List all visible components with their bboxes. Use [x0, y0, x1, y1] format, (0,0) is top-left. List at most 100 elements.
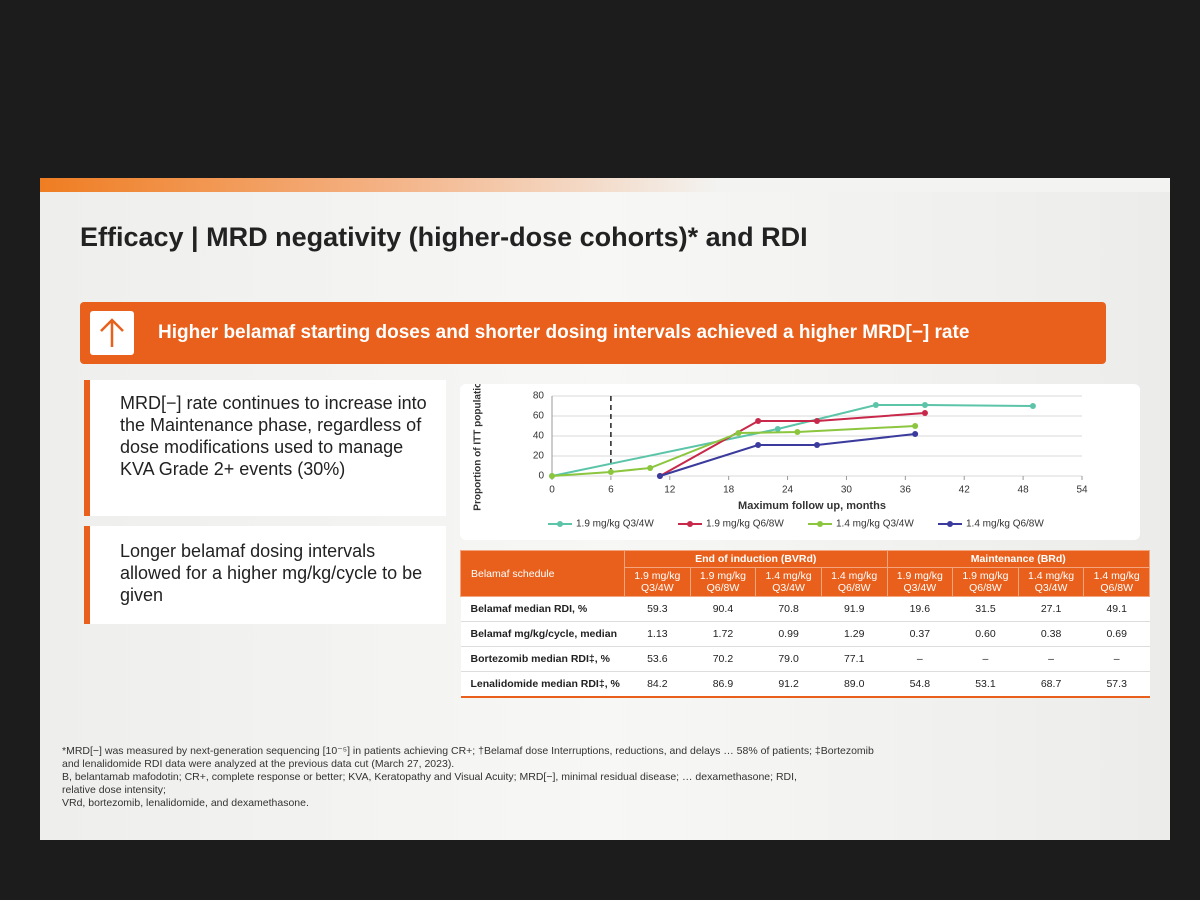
cell: – [952, 646, 1019, 672]
group-header: Maintenance (BRd) [886, 550, 1150, 568]
point [755, 442, 762, 448]
column-header: 1.4 mg/kg Q3/4W [1017, 567, 1085, 597]
y-tick-label: 40 [533, 431, 545, 442]
cell: 27.1 [1018, 596, 1084, 622]
point [912, 423, 919, 429]
footnotes: *MRD[−] was measured by next-generation … [62, 745, 1152, 810]
x-tick-label: 12 [664, 485, 676, 496]
cell: 0.69 [1083, 621, 1150, 647]
cell: 84.2 [624, 671, 691, 698]
legend-marker [817, 521, 823, 527]
point [549, 473, 555, 479]
series-line [659, 412, 926, 477]
cell: 0.37 [887, 621, 953, 647]
column-header: 1.4 mg/kg Q3/4W [755, 567, 822, 597]
cell: 1.72 [690, 621, 756, 647]
column-header: 1.9 mg/kg Q6/8W [952, 567, 1019, 597]
cell: 77.1 [821, 646, 887, 672]
cell: 68.7 [1018, 671, 1084, 698]
cell: 57.3 [1083, 671, 1150, 698]
column-header: 1.9 mg/kg Q3/4W [624, 567, 691, 597]
point [794, 429, 801, 435]
table-row: Lenalidomide median RDI‡, % 84.2 86.9 91.2 8… [460, 671, 1150, 698]
chart-panel: Proportion of ITT population, % Maximum … [460, 361, 1140, 540]
point [921, 410, 928, 416]
column-row: 1.9 mg/kg Q3/4W 1.9 mg/kg Q6/8W 1.4 mg/kg … [461, 567, 1150, 597]
x-tick-label: 6 [608, 485, 614, 496]
footnote-line: VRd, bortezomib, lenalidomide, and dexam… [62, 797, 309, 809]
banner-text: Higher belamaf starting doses and shorte… [158, 322, 970, 343]
series-line [551, 425, 916, 477]
slide-title: Efficacy | MRD negativity (higher-dose c… [80, 222, 808, 252]
y-tick-label: 80 [533, 391, 545, 402]
cell: 53.1 [952, 671, 1019, 698]
chart: Proportion of ITT population, % Maximum … [473, 361, 1088, 530]
group-row: Belamaf schedule End of induction (BVRd) M… [460, 550, 1150, 597]
cell: – [1083, 646, 1150, 672]
point [1029, 403, 1036, 409]
point [647, 465, 654, 471]
y-tick-label: 60 [533, 411, 545, 422]
legend-label: 1.4 mg/kg Q3/4W [836, 519, 914, 530]
column-header: 1.4 mg/kg Q6/8W [1083, 567, 1150, 597]
cell: 89.0 [821, 671, 887, 698]
x-tick-label: 0 [549, 485, 555, 496]
arrow-icon [90, 311, 134, 355]
cell: 91.2 [755, 671, 822, 698]
point [735, 430, 742, 436]
legend-label: 1.9 mg/kg Q3/4W [576, 519, 654, 530]
row-label: Bortezomib median RDI‡, % [460, 646, 625, 672]
corner-cell: Belamaf schedule [460, 550, 625, 597]
cell: 0.99 [755, 621, 822, 647]
footnote-line: relative dose intensity; [62, 784, 166, 796]
legend-marker [557, 521, 563, 527]
point [656, 473, 663, 479]
y-axis-label: Proportion of ITT population, % [473, 384, 484, 511]
x-tick-label: 36 [900, 485, 912, 496]
footnote-line: B, belantamab mafodotin; CR+, complete r… [62, 771, 797, 783]
row-label: Belamaf median RDI, % [460, 596, 625, 622]
arrow [100, 318, 124, 347]
point [912, 431, 919, 437]
group-header: End of induction (BVRd) [624, 550, 888, 568]
table-row: Belamaf median RDI, % 59.3 90.4 70.8 91.9 19.… [460, 596, 1150, 622]
legend-label: 1.9 mg/kg Q6/8W [706, 519, 784, 530]
cell: – [887, 646, 953, 672]
bullet-box: Longer belamaf dosing intervals allowed … [84, 526, 446, 624]
column-header: 1.9 mg/kg Q3/4W [886, 567, 954, 597]
table-row: Bortezomib median RDI‡, % 53.6 70.2 79.0 77.… [460, 646, 1150, 672]
legend-marker [947, 521, 953, 527]
row-label: Belamaf mg/kg/cycle, median [460, 621, 625, 647]
accent-stripe [40, 178, 1170, 192]
point [872, 402, 879, 408]
point [755, 418, 762, 424]
legend-label: 1.4 mg/kg Q6/8W [966, 519, 1044, 530]
point [814, 442, 820, 448]
cell: 91.9 [821, 596, 887, 622]
cell: 1.13 [624, 621, 691, 647]
cell: 1.29 [821, 621, 887, 647]
x-tick-label: 54 [1076, 485, 1088, 496]
point [921, 402, 928, 408]
footnote-line: and lenalidomide RDI data were analyzed … [62, 758, 455, 770]
point [814, 418, 820, 424]
rdi-table: Belamaf schedule End of induction (BVRd) M… [460, 550, 1150, 698]
point [607, 469, 614, 475]
y-tick-label: 20 [533, 451, 545, 462]
x-tick-label: 18 [723, 485, 735, 496]
x-tick-label: 24 [782, 485, 794, 496]
cell: 0.60 [952, 621, 1019, 647]
cell: 54.8 [887, 671, 953, 698]
cell: 86.9 [690, 671, 756, 698]
x-tick-label: 48 [1018, 485, 1030, 496]
x-axis-label: Maximum follow up, months [738, 500, 886, 512]
cell: 0.38 [1018, 621, 1084, 647]
row-label: Lenalidomide median RDI‡, % [460, 671, 625, 698]
column-header: 1.9 mg/kg Q6/8W [689, 567, 757, 597]
y-tick-label: 0 [538, 471, 544, 482]
cell: 49.1 [1083, 596, 1150, 622]
cell: 70.8 [755, 596, 822, 622]
cell: 53.6 [624, 646, 691, 672]
x-tick-label: 42 [959, 485, 971, 496]
cell: 19.6 [887, 596, 953, 622]
